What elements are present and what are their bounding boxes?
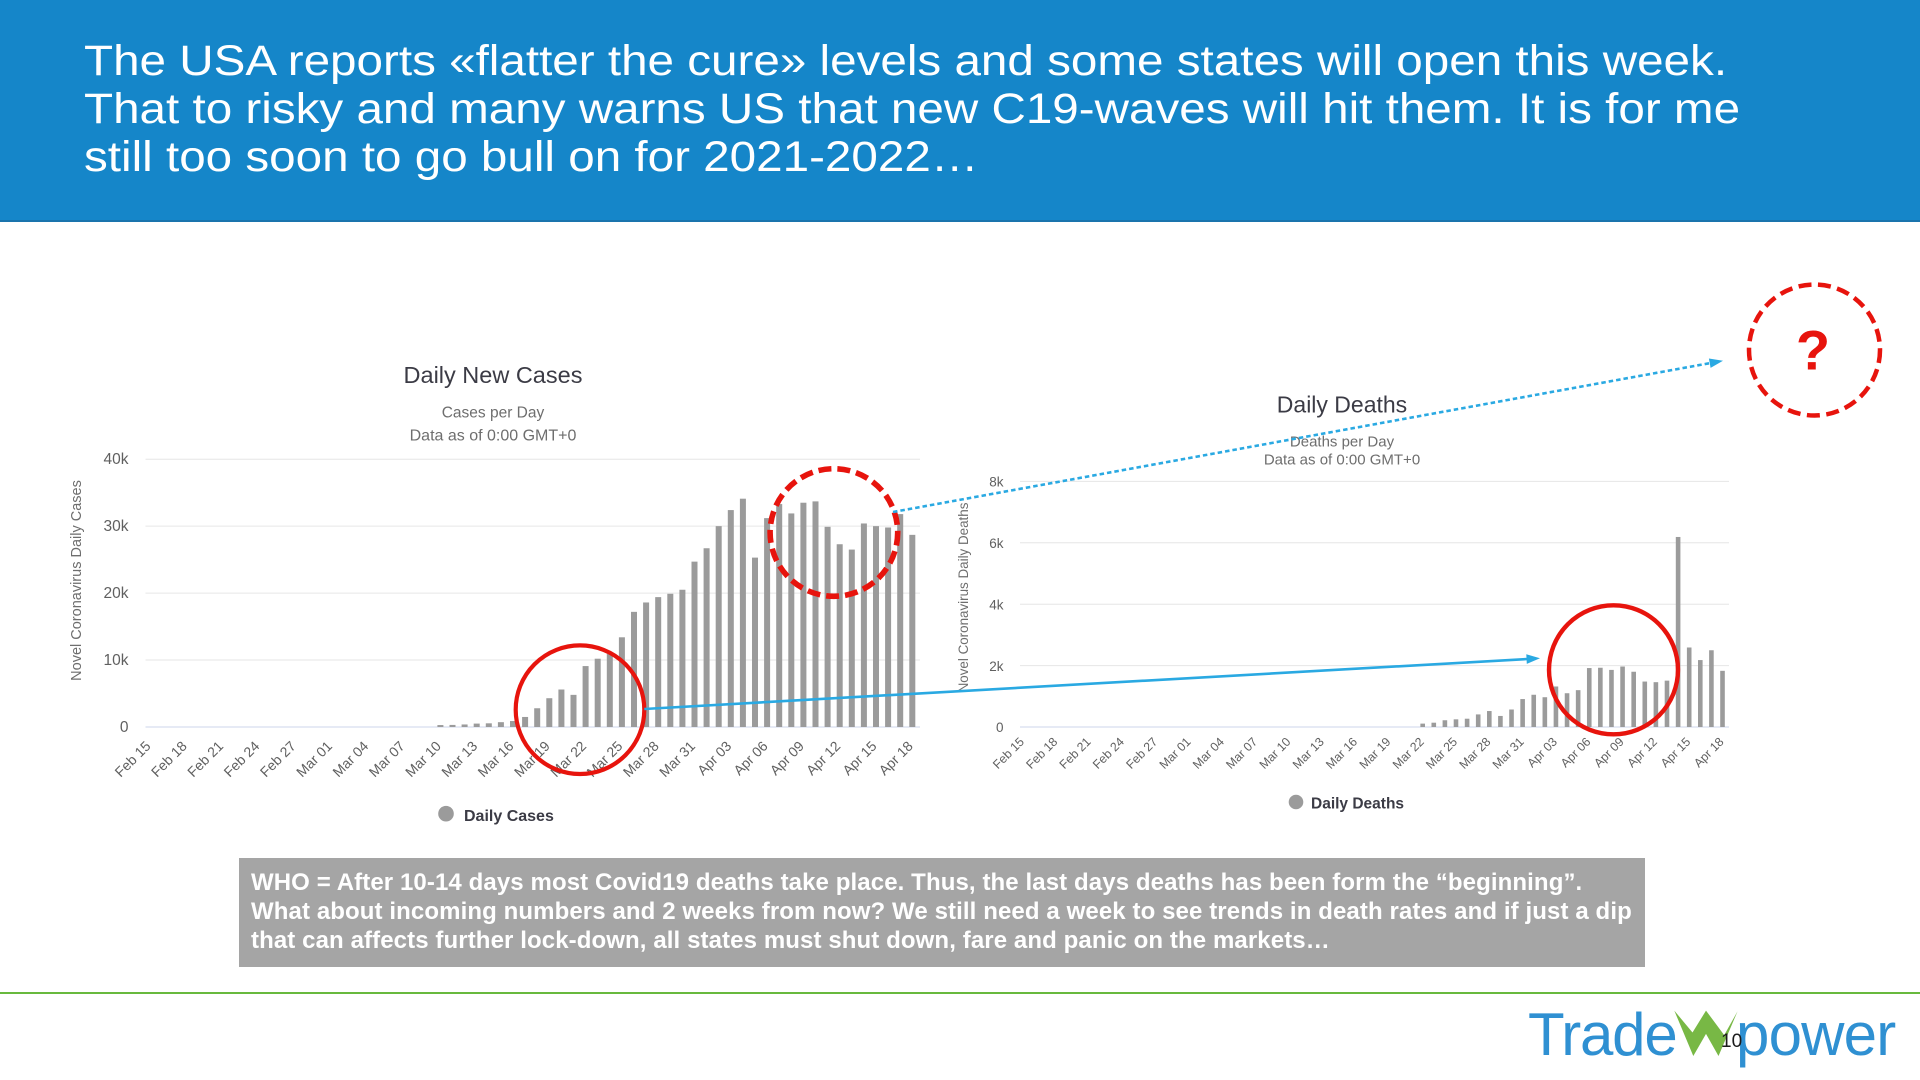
svg-text:Apr 06: Apr 06 (730, 738, 771, 779)
svg-text:20k: 20k (104, 585, 129, 602)
svg-text:40k: 40k (104, 451, 129, 468)
svg-text:Mar 31: Mar 31 (1490, 735, 1527, 772)
svg-text:Apr 18: Apr 18 (875, 738, 916, 779)
svg-text:Daily Deaths: Daily Deaths (1311, 796, 1404, 813)
svg-text:Novel Coronavirus Daily Cases: Novel Coronavirus Daily Cases (69, 480, 85, 681)
svg-text:Feb 27: Feb 27 (1123, 735, 1160, 772)
svg-text:Apr 03: Apr 03 (694, 738, 735, 779)
svg-text:Mar 07: Mar 07 (1223, 735, 1260, 772)
svg-text:Mar 19: Mar 19 (511, 738, 553, 780)
svg-text:Mar 16: Mar 16 (474, 738, 516, 780)
svg-text:Feb 27: Feb 27 (257, 738, 299, 780)
svg-text:Mar 28: Mar 28 (620, 738, 662, 780)
svg-text:2k: 2k (989, 659, 1004, 674)
svg-text:Feb 18: Feb 18 (1023, 735, 1060, 772)
svg-text:Apr 12: Apr 12 (803, 738, 844, 779)
svg-text:8k: 8k (989, 475, 1004, 490)
svg-text:Data as of 0:00 GMT+0: Data as of 0:00 GMT+0 (1264, 452, 1420, 469)
svg-text:Mar 04: Mar 04 (1190, 735, 1227, 772)
svg-text:Mar 07: Mar 07 (366, 738, 408, 780)
svg-text:Mar 04: Mar 04 (329, 738, 371, 780)
svg-text:Apr 06: Apr 06 (1558, 735, 1594, 771)
svg-text:Mar 01: Mar 01 (293, 738, 335, 780)
svg-text:Apr 03: Apr 03 (1525, 735, 1561, 771)
svg-text:Mar 10: Mar 10 (1257, 735, 1294, 772)
svg-text:Mar 13: Mar 13 (438, 738, 480, 780)
svg-text:Feb 24: Feb 24 (220, 738, 262, 780)
svg-text:Novel Coronavirus Daily Deaths: Novel Coronavirus Daily Deaths (956, 502, 971, 692)
svg-text:Apr 15: Apr 15 (839, 738, 880, 779)
svg-text:10k: 10k (104, 652, 129, 669)
svg-text:Feb 21: Feb 21 (1057, 735, 1094, 772)
svg-text:Daily Cases: Daily Cases (464, 808, 554, 825)
svg-text:?: ? (1796, 319, 1830, 382)
svg-text:Apr 15: Apr 15 (1658, 735, 1694, 771)
svg-text:Apr 18: Apr 18 (1691, 735, 1727, 771)
svg-text:Feb 18: Feb 18 (148, 738, 190, 780)
svg-text:Mar 01: Mar 01 (1157, 735, 1194, 772)
svg-text:Daily Deaths: Daily Deaths (1277, 392, 1407, 418)
svg-text:Mar 13: Mar 13 (1290, 735, 1327, 772)
svg-text:4k: 4k (989, 597, 1004, 612)
svg-text:6k: 6k (989, 536, 1004, 551)
svg-text:Apr 09: Apr 09 (767, 738, 808, 779)
svg-text:0: 0 (120, 719, 129, 736)
svg-text:Mar 22: Mar 22 (1390, 735, 1427, 772)
svg-text:Mar 10: Mar 10 (402, 738, 444, 780)
svg-text:Data as of 0:00 GMT+0: Data as of 0:00 GMT+0 (410, 428, 577, 445)
svg-text:Daily New Cases: Daily New Cases (404, 362, 583, 388)
svg-text:Mar 19: Mar 19 (1357, 735, 1394, 772)
svg-text:Feb 15: Feb 15 (990, 735, 1027, 772)
svg-text:Feb 21: Feb 21 (184, 738, 226, 780)
svg-text:Feb 15: Feb 15 (111, 738, 153, 780)
svg-text:Mar 25: Mar 25 (1423, 735, 1460, 772)
svg-text:Cases per Day: Cases per Day (442, 404, 545, 421)
svg-text:0: 0 (996, 720, 1004, 735)
svg-text:Mar 31: Mar 31 (656, 738, 698, 780)
svg-text:Feb 24: Feb 24 (1090, 735, 1127, 772)
svg-text:Deaths per Day: Deaths per Day (1290, 433, 1395, 450)
svg-text:Mar 16: Mar 16 (1323, 735, 1360, 772)
svg-text:30k: 30k (104, 518, 129, 535)
svg-text:Mar 28: Mar 28 (1456, 735, 1493, 772)
svg-text:Apr 12: Apr 12 (1625, 735, 1661, 771)
svg-text:Apr 09: Apr 09 (1591, 735, 1627, 771)
